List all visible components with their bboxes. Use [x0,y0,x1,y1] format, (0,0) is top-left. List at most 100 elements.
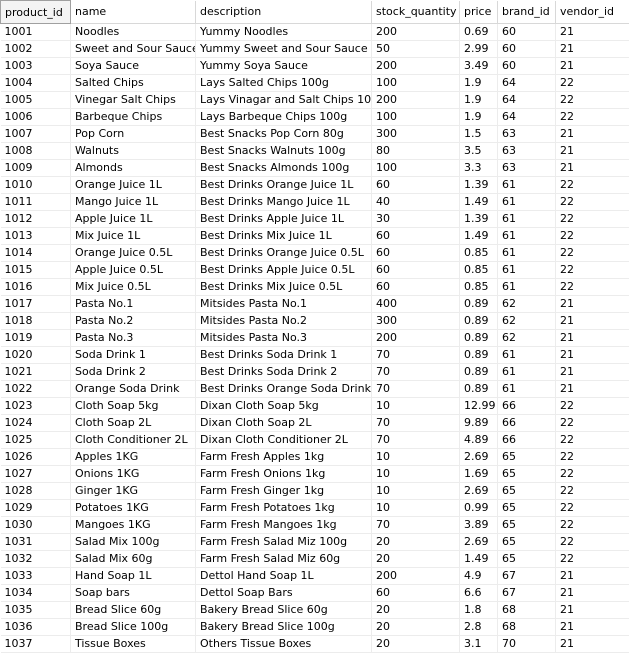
cell-description[interactable]: Mitsides Pasta No.2 [195,312,372,330]
cell-name[interactable]: Orange Juice 1L [70,176,196,194]
cell-description[interactable]: Best Drinks Orange Juice 1L [195,176,372,194]
table-row[interactable]: 1019 Pasta No.3 Mitsides Pasta No.3 200 0.89… [0,329,629,347]
cell-stock-quantity[interactable]: 20 [371,533,460,551]
table-row[interactable]: 1029 Potatoes 1KG Farm Fresh Potatoes 1kg 1… [0,499,629,517]
cell-product-id[interactable]: 1016 [0,278,71,296]
table-row[interactable]: 1032 Salad Mix 60g Farm Fresh Salad Miz 60… [0,550,629,568]
cell-stock-quantity[interactable]: 60 [371,584,460,602]
cell-vendor-id[interactable]: 21 [555,159,629,177]
cell-brand-id[interactable]: 65 [497,465,556,483]
cell-description[interactable]: Dettol Hand Soap 1L [195,567,372,585]
cell-stock-quantity[interactable]: 70 [371,380,460,398]
cell-description[interactable]: Best Drinks Apple Juice 1L [195,210,372,228]
cell-name[interactable]: Tissue Boxes [70,635,196,653]
cell-vendor-id[interactable]: 21 [555,329,629,347]
table-row[interactable]: 1026 Apples 1KG Farm Fresh Apples 1kg 10 2.6… [0,448,629,466]
cell-vendor-id[interactable]: 22 [555,210,629,228]
cell-price[interactable]: 1.9 [459,108,498,126]
cell-brand-id[interactable]: 63 [497,159,556,177]
table-row[interactable]: 1009 Almonds Best Snacks Almonds 100g 100 3.… [0,159,629,177]
cell-name[interactable]: Onions 1KG [70,465,196,483]
cell-vendor-id[interactable]: 21 [555,363,629,381]
cell-vendor-id[interactable]: 21 [555,295,629,313]
cell-product-id[interactable]: 1026 [0,448,71,466]
cell-brand-id[interactable]: 67 [497,567,556,585]
cell-name[interactable]: Soda Drink 1 [70,346,196,364]
cell-product-id[interactable]: 1017 [0,295,71,313]
cell-vendor-id[interactable]: 22 [555,448,629,466]
cell-product-id[interactable]: 1022 [0,380,71,398]
table-row[interactable]: 1003 Soya Sauce Yummy Soya Sauce 200 3.49 60 2… [0,57,629,75]
cell-description[interactable]: Mitsides Pasta No.1 [195,295,372,313]
cell-vendor-id[interactable]: 21 [555,618,629,636]
cell-description[interactable]: Dixan Cloth Soap 2L [195,414,372,432]
cell-price[interactable]: 1.69 [459,465,498,483]
cell-price[interactable]: 0.85 [459,278,498,296]
table-row[interactable]: 1010 Orange Juice 1L Best Drinks Orange Ju… [0,176,629,194]
cell-brand-id[interactable]: 65 [497,499,556,517]
table-row[interactable]: 1034 Soap bars Dettol Soap Bars 60 6.6 67 21 [0,584,629,602]
cell-name[interactable]: Pasta No.2 [70,312,196,330]
cell-product-id[interactable]: 1032 [0,550,71,568]
cell-product-id[interactable]: 1015 [0,261,71,279]
cell-stock-quantity[interactable]: 10 [371,499,460,517]
table-row[interactable]: 1002 Sweet and Sour Sauce Yummy Sweet and … [0,40,629,58]
cell-price[interactable]: 1.49 [459,227,498,245]
table-row[interactable]: 1027 Onions 1KG Farm Fresh Onions 1kg 10 1.6… [0,465,629,483]
cell-vendor-id[interactable]: 21 [555,601,629,619]
cell-brand-id[interactable]: 65 [497,448,556,466]
cell-stock-quantity[interactable]: 10 [371,448,460,466]
cell-vendor-id[interactable]: 22 [555,414,629,432]
cell-product-id[interactable]: 1005 [0,91,71,109]
cell-brand-id[interactable]: 64 [497,74,556,92]
table-row[interactable]: 1008 Walnuts Best Snacks Walnuts 100g 80 3.5… [0,142,629,160]
cell-product-id[interactable]: 1007 [0,125,71,143]
cell-stock-quantity[interactable]: 200 [371,91,460,109]
cell-description[interactable]: Best Snacks Walnuts 100g [195,142,372,160]
cell-vendor-id[interactable]: 21 [555,23,629,41]
cell-product-id[interactable]: 1028 [0,482,71,500]
cell-product-id[interactable]: 1025 [0,431,71,449]
cell-vendor-id[interactable]: 22 [555,278,629,296]
cell-brand-id[interactable]: 62 [497,312,556,330]
column-header-product-id[interactable]: product_id [0,0,71,24]
cell-stock-quantity[interactable]: 200 [371,329,460,347]
cell-description[interactable]: Farm Fresh Salad Miz 60g [195,550,372,568]
cell-vendor-id[interactable]: 22 [555,227,629,245]
column-header-name[interactable]: name [70,0,196,24]
cell-product-id[interactable]: 1010 [0,176,71,194]
cell-price[interactable]: 0.89 [459,329,498,347]
cell-product-id[interactable]: 1021 [0,363,71,381]
cell-description[interactable]: Others Tissue Boxes [195,635,372,653]
cell-stock-quantity[interactable]: 100 [371,108,460,126]
cell-brand-id[interactable]: 64 [497,108,556,126]
cell-product-id[interactable]: 1036 [0,618,71,636]
table-row[interactable]: 1033 Hand Soap 1L Dettol Hand Soap 1L 200 4.… [0,567,629,585]
cell-stock-quantity[interactable]: 70 [371,346,460,364]
cell-name[interactable]: Vinegar Salt Chips [70,91,196,109]
cell-brand-id[interactable]: 61 [497,261,556,279]
cell-vendor-id[interactable]: 21 [555,567,629,585]
table-row[interactable]: 1028 Ginger 1KG Farm Fresh Ginger 1kg 10 2.6… [0,482,629,500]
cell-price[interactable]: 1.49 [459,550,498,568]
cell-brand-id[interactable]: 61 [497,244,556,262]
cell-brand-id[interactable]: 68 [497,601,556,619]
cell-stock-quantity[interactable]: 80 [371,142,460,160]
cell-name[interactable]: Noodles [70,23,196,41]
cell-description[interactable]: Dixan Cloth Conditioner 2L [195,431,372,449]
cell-description[interactable]: Best Drinks Orange Soda Drink [195,380,372,398]
cell-vendor-id[interactable]: 22 [555,261,629,279]
cell-price[interactable]: 4.89 [459,431,498,449]
cell-name[interactable]: Soya Sauce [70,57,196,75]
cell-product-id[interactable]: 1023 [0,397,71,415]
cell-stock-quantity[interactable]: 70 [371,431,460,449]
cell-description[interactable]: Bakery Bread Slice 100g [195,618,372,636]
cell-vendor-id[interactable]: 21 [555,635,629,653]
cell-product-id[interactable]: 1011 [0,193,71,211]
cell-vendor-id[interactable]: 22 [555,499,629,517]
cell-name[interactable]: Cloth Soap 5kg [70,397,196,415]
cell-product-id[interactable]: 1001 [0,23,71,41]
cell-price[interactable]: 0.89 [459,363,498,381]
cell-name[interactable]: Barbeque Chips [70,108,196,126]
cell-description[interactable]: Best Drinks Orange Juice 0.5L [195,244,372,262]
